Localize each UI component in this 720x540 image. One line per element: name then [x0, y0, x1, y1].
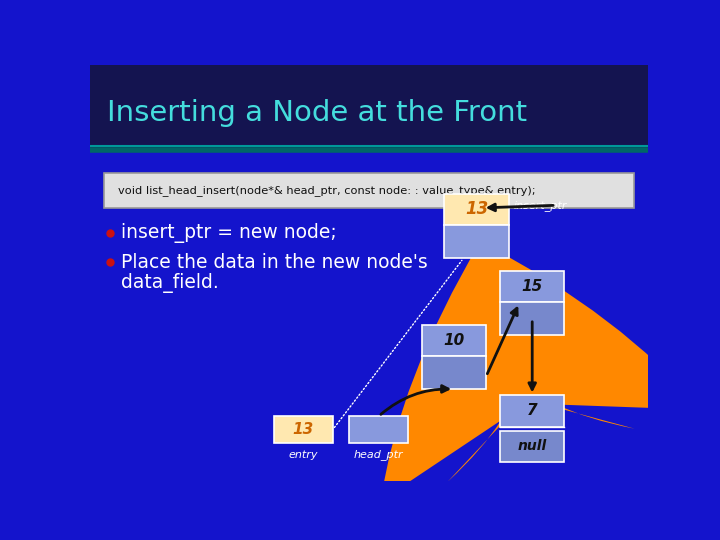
FancyBboxPatch shape	[500, 431, 564, 462]
Text: insert_ptr = new node;: insert_ptr = new node;	[121, 223, 336, 243]
FancyBboxPatch shape	[500, 395, 564, 427]
Text: 13: 13	[293, 422, 314, 437]
FancyBboxPatch shape	[422, 356, 486, 389]
FancyBboxPatch shape	[444, 194, 508, 225]
Text: insert_ptr: insert_ptr	[514, 200, 567, 211]
FancyBboxPatch shape	[104, 173, 634, 208]
FancyArrowPatch shape	[381, 241, 701, 501]
Text: 15: 15	[521, 279, 543, 294]
FancyBboxPatch shape	[422, 325, 486, 356]
Text: Place the data in the new node's: Place the data in the new node's	[121, 253, 428, 272]
Text: null: null	[518, 440, 547, 453]
FancyBboxPatch shape	[274, 416, 333, 443]
Text: data_field.: data_field.	[121, 273, 218, 293]
FancyBboxPatch shape	[500, 301, 564, 335]
FancyBboxPatch shape	[349, 416, 408, 443]
Text: entry: entry	[289, 450, 318, 460]
FancyBboxPatch shape	[90, 65, 648, 148]
Text: void list_head_insert(node*& head_ptr, const node: : value_type& entry);: void list_head_insert(node*& head_ptr, c…	[118, 185, 536, 196]
Text: 13: 13	[465, 200, 488, 218]
Text: 7: 7	[527, 403, 538, 418]
Text: 10: 10	[444, 333, 464, 348]
FancyBboxPatch shape	[500, 271, 564, 301]
Text: Inserting a Node at the Front: Inserting a Node at the Front	[107, 99, 527, 127]
Text: head_ptr: head_ptr	[354, 449, 404, 460]
FancyBboxPatch shape	[444, 225, 508, 258]
